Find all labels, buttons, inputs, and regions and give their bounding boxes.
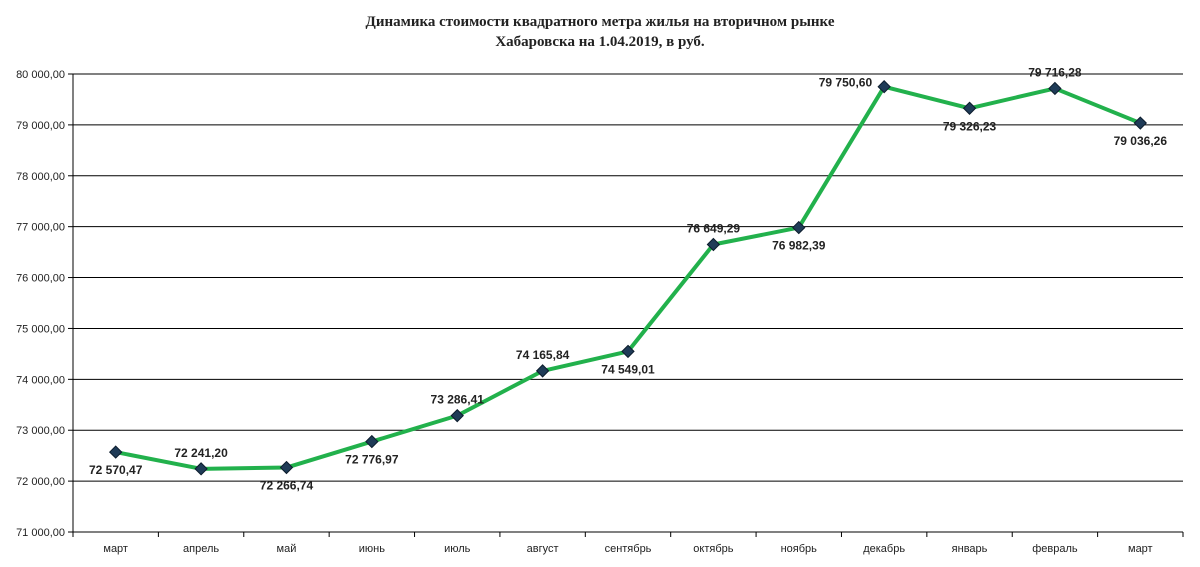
x-tick-label: март [103, 543, 128, 555]
data-point [365, 434, 379, 449]
x-tick-label: август [527, 543, 559, 555]
x-tick-label: декабрь [863, 543, 905, 555]
chart-title-line-1: Динамика стоимости квадратного метра жил… [365, 14, 835, 30]
data-point [792, 220, 806, 235]
data-label: 79 716,28 [1028, 65, 1082, 79]
data-point [1048, 81, 1062, 96]
data-label: 79 036,26 [1114, 134, 1168, 148]
data-point [535, 364, 550, 378]
data-label: 73 286,41 [431, 393, 485, 407]
data-point [621, 344, 635, 359]
data-point [1133, 116, 1148, 130]
data-label: 72 266,74 [260, 479, 314, 493]
x-tick-label: апрель [183, 543, 219, 555]
y-tick-label: 80 000,00 [16, 69, 65, 81]
x-tick-label: январь [952, 543, 988, 555]
x-tick-label: июль [444, 543, 471, 555]
y-tick-label: 79 000,00 [16, 120, 65, 132]
data-point [962, 101, 977, 115]
data-label: 76 982,39 [772, 239, 826, 253]
data-label: 74 549,01 [601, 362, 655, 376]
x-tick-label: сентябрь [605, 543, 652, 555]
x-tick-label: май [277, 543, 297, 555]
y-tick-label: 72 000,00 [16, 476, 65, 488]
data-point [877, 79, 891, 94]
data-point [706, 237, 721, 252]
data-label: 79 326,23 [943, 119, 997, 133]
data-label: 72 570,47 [89, 463, 143, 477]
y-tick-label: 73 000,00 [16, 425, 65, 437]
data-label: 76 649,29 [687, 222, 741, 236]
data-label: 72 776,97 [345, 453, 399, 467]
x-tick-label: февраль [1032, 543, 1078, 555]
data-point [279, 460, 294, 475]
y-tick-label: 77 000,00 [16, 222, 65, 234]
data-label: 79 750,60 [819, 76, 873, 90]
data-point [450, 408, 464, 423]
data-label: 72 241,20 [174, 446, 228, 460]
x-tick-label: июнь [359, 543, 385, 555]
x-tick-label: октябрь [693, 543, 733, 555]
y-tick-label: 78 000,00 [16, 171, 65, 183]
x-tick-label: ноябрь [781, 543, 818, 555]
y-tick-label: 71 000,00 [16, 527, 65, 539]
x-tick-label: март [1128, 543, 1153, 555]
data-point [194, 462, 208, 476]
y-tick-label: 74 000,00 [16, 374, 65, 386]
data-label: 74 165,84 [516, 348, 570, 362]
y-tick-label: 75 000,00 [16, 323, 65, 335]
chart-title-line-2: Хабаровска на 1.04.2019, в руб. [495, 34, 705, 50]
data-point [108, 445, 123, 459]
y-tick-label: 76 000,00 [16, 273, 65, 285]
chart-title: Динамика стоимости квадратного метра жил… [0, 12, 1200, 52]
